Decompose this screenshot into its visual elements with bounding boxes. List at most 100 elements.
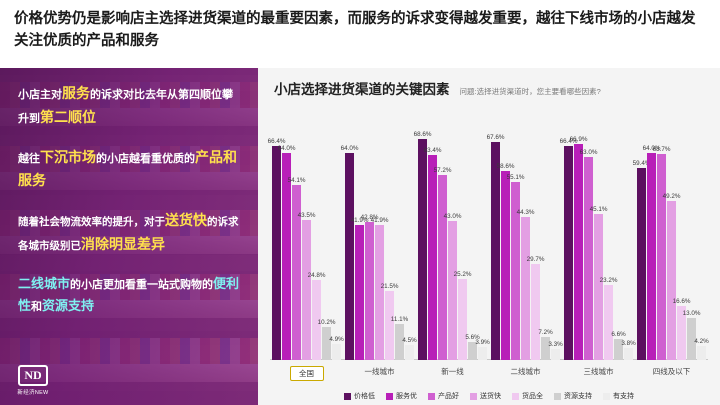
category-label: 四线及以下 (652, 367, 691, 376)
legend-item: 货品全 (512, 391, 543, 401)
bar: 25.2% (454, 271, 471, 360)
bar: 10.2% (318, 319, 335, 360)
legend-item: 服务优 (386, 391, 417, 401)
bar-value-label: 49.2% (662, 193, 681, 201)
category-label: 三线城市 (583, 367, 614, 376)
bar-value-label: 43.5% (297, 211, 316, 219)
category-label: 全国 (289, 366, 324, 381)
bar-value-label: 25.2% (453, 270, 472, 278)
insight-1-highlight-b: 第二顺位 (40, 108, 96, 125)
bar-value-label: 3.3% (548, 341, 563, 349)
bar-value-label: 4.5% (402, 337, 417, 345)
bar: 44.3% (517, 209, 534, 360)
bar-value-label: 63.7% (652, 146, 671, 154)
bar: 42.8% (361, 214, 378, 360)
bar: 49.2% (663, 193, 680, 360)
bar-value-label: 24.8% (307, 271, 326, 279)
insight-4-highlight-c: 资源支持 (42, 297, 95, 313)
legend-label: 价格低 (354, 393, 375, 400)
chart-panel: 小店选择进货渠道的关键因素 问题:选择进货渠道时，您主要看哪些因素? 66.4%… (258, 68, 720, 405)
insight-3-highlight-a: 送货快 (165, 212, 207, 229)
logo-mark: ND (18, 364, 48, 386)
bar: 5.6% (465, 334, 480, 360)
bar: 4.5% (402, 337, 417, 360)
legend-label: 有支持 (613, 393, 634, 400)
bar-value-label: 64.0% (277, 145, 296, 153)
bar: 66.4% (560, 138, 577, 360)
bar-value-label: 41.9% (370, 216, 389, 224)
insight-2-text-b: 的小店越看重优质的 (96, 152, 195, 165)
insight-item-1: 小店主对服务的诉求对比去年从第四顺位攀升到第二顺位 (18, 82, 240, 130)
bar-value-label: 3.8% (621, 339, 636, 347)
category-label: 一线城市 (364, 367, 395, 376)
bar: 63.7% (653, 146, 670, 360)
insight-3-highlight-b: 消除明显差异 (81, 235, 165, 252)
insight-4-text-a: 的小店更加看重一站式购物的 (70, 278, 214, 291)
chart-title: 小店选择进货渠道的关键因素 (274, 82, 450, 97)
category-label: 二线城市 (510, 367, 541, 376)
legend-swatch (470, 392, 477, 400)
bar: 7.2% (538, 329, 553, 360)
bar-value-label: 6.6% (611, 330, 626, 338)
insight-2-highlight-a: 下沉市场 (40, 148, 96, 165)
bar: 13.0% (683, 310, 700, 360)
bar-value-label: 42.8% (360, 213, 379, 221)
bar: 3.3% (548, 341, 563, 360)
bar: 4.2% (694, 338, 709, 360)
bar: 24.8% (308, 272, 325, 360)
legend-label: 货品全 (522, 393, 543, 400)
bar-value-label: 64.0% (340, 145, 359, 153)
bar-value-label: 67.6% (486, 133, 505, 141)
chart-header: 小店选择进货渠道的关键因素 问题:选择进货渠道时，您主要看哪些因素? (270, 78, 708, 98)
bar-value-label: 4.2% (694, 338, 709, 346)
bar-value-label: 63.0% (579, 148, 598, 156)
legend-swatch (344, 392, 351, 400)
legend-swatch (386, 392, 393, 400)
bar: 58.6% (497, 163, 514, 360)
insight-4-text-b: 和 (31, 300, 43, 313)
legend-label: 服务优 (396, 393, 417, 400)
bar-value-label: 29.7% (526, 256, 545, 264)
title-band: 价格优势仍是影响店主选择进货渠道的最重要因素，而服务的诉求变得越发重要，越往下线… (0, 0, 720, 68)
bar: 11.1% (391, 316, 408, 360)
insight-1-text-b: 的诉求对比去年从第四顺位攀升到 (18, 89, 233, 125)
legend-swatch (428, 392, 435, 400)
insight-2-highlight-b: 产品和服务 (18, 148, 237, 189)
left-insight-panel: 小店主对服务的诉求对比去年从第四顺位攀升到第二顺位 越往下沉市场的小店越看重优质… (0, 68, 258, 405)
bar: 43.0% (444, 213, 461, 360)
legend-label: 产品好 (438, 393, 459, 400)
insight-4-highlight-b: 便利性 (18, 275, 240, 313)
page-title: 价格优势仍是影响店主选择进货渠道的最重要因素，而服务的诉求变得越发重要，越往下线… (14, 11, 696, 50)
bar-value-label: 64.0% (642, 145, 661, 153)
bar-value-label: 55.1% (506, 174, 525, 182)
bar-value-label: 66.4% (267, 137, 286, 145)
bar-value-label: 10.2% (317, 319, 336, 327)
bar: 55.1% (507, 174, 524, 360)
legend-swatch (603, 392, 610, 400)
bar: 64.0% (643, 145, 660, 360)
bar: 16.6% (673, 298, 690, 360)
bar-group: 66.4% 66.9% 63.0% 45.1% 23.2% 6.6% 3.8% 三线城市 (560, 108, 636, 376)
category-label: 新一线 (441, 367, 464, 376)
bar-value-label: 11.1% (390, 316, 409, 324)
bar-value-label: 16.6% (672, 298, 691, 306)
bar: 63.0% (580, 149, 597, 360)
bar-value-label: 66.4% (559, 137, 578, 145)
bar: 57.2% (434, 167, 451, 360)
legend-item: 资源支持 (554, 391, 592, 401)
bar-value-label: 44.3% (516, 208, 535, 216)
purple-overlay (0, 68, 258, 405)
insight-1-highlight-a: 服务 (62, 85, 90, 101)
bar-chart-plot: 66.4% 64.0% 54.1% 43.5% 24.8% 10.2% 4.9% 全国 64.0… (267, 108, 709, 381)
bar: 64.0% (341, 145, 358, 360)
bar-value-label: 57.2% (433, 167, 452, 175)
insight-3-text-b: 的诉求各城市级别已 (18, 216, 239, 252)
legend-item: 产品好 (428, 391, 459, 401)
bar-value-label: 7.2% (538, 328, 553, 336)
legend-item: 送货快 (470, 391, 501, 401)
bar: 54.1% (288, 177, 305, 360)
bar: 43.5% (298, 212, 315, 360)
bar: 4.9% (329, 336, 344, 360)
bar-value-label: 59.4% (632, 160, 651, 168)
chart-legend: 价格低 服务优 产品好 送货快 货品全 资源支持 有支持 (258, 391, 720, 401)
